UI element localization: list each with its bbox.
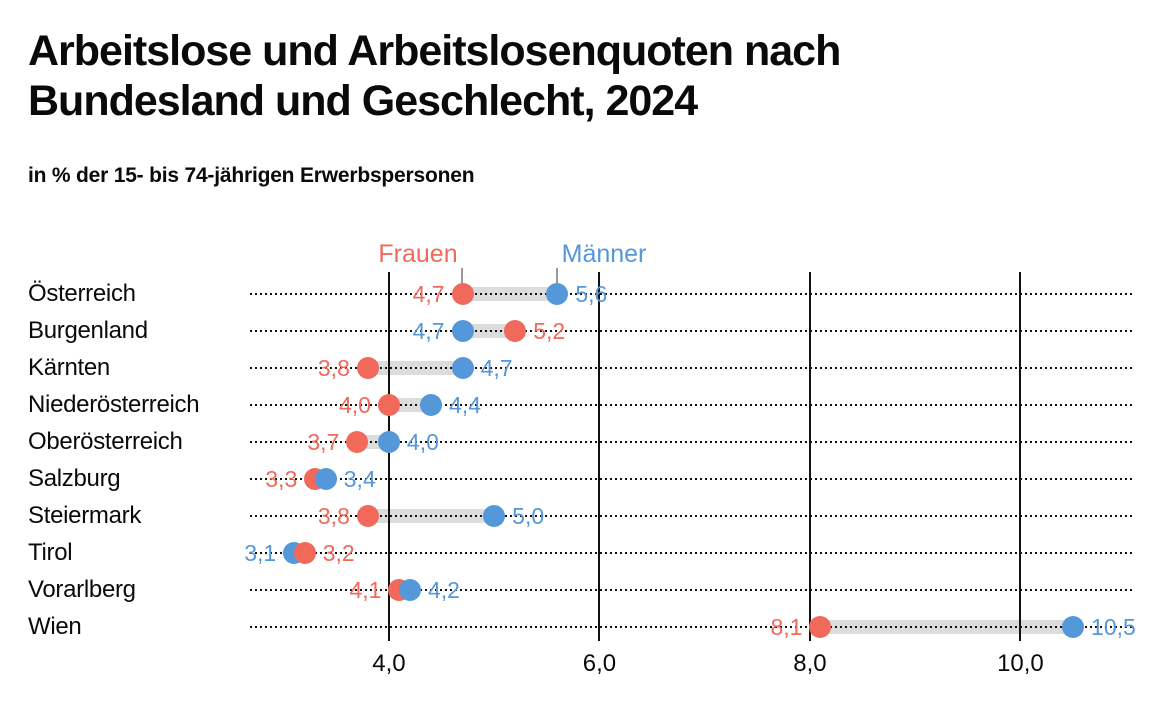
dot-frauen [356,505,379,527]
category-label: Österreich [28,280,136,307]
x-axis-tick-label: 6,0 [582,650,617,677]
category-label: Steiermark [28,502,142,529]
title-line-1: Arbeitslose und Arbeitslosenquoten nach [28,27,841,75]
dot-maenner [1062,616,1085,638]
value-label-maenner: 4,2 [427,577,460,603]
value-label-maenner: 3,4 [343,466,376,492]
row-dotted-line [250,367,1132,369]
category-label: Vorarlberg [28,576,136,603]
dot-frauen [809,616,832,638]
category-label: Burgenland [28,317,148,344]
value-label-frauen: 3,8 [317,503,350,529]
row-dotted-line [250,626,1132,628]
category-label: Salzburg [28,465,121,492]
dot-frauen [504,320,527,342]
category-label: Tirol [28,539,73,566]
value-label-frauen: 4,7 [412,281,445,307]
value-label-maenner: 4,7 [412,318,445,344]
grid-line [808,272,811,641]
dot-frauen [451,283,474,305]
value-label-frauen: 8,1 [770,614,803,640]
legend-label-frauen: Frauen [378,240,458,268]
category-label: Niederösterreich [28,391,200,418]
value-label-frauen: 3,3 [265,466,298,492]
value-label-frauen: 4,0 [338,392,371,418]
chart-subtitle: in % der 15- bis 74-jährigen Erwerbspers… [28,164,475,187]
dot-maenner [483,505,506,527]
value-label-frauen: 4,1 [349,577,382,603]
x-axis-tick-label: 4,0 [372,650,406,677]
legend-leader-tick-frauen [461,268,463,287]
row-dotted-line [250,552,1132,554]
value-label-frauen: 5,2 [533,318,566,344]
dot-frauen [293,542,316,564]
value-label-maenner: 4,7 [480,355,513,381]
value-label-frauen: 3,2 [322,540,355,566]
value-label-maenner: 4,4 [449,392,481,418]
value-label-maenner: 10,5 [1091,614,1136,640]
page-title: Arbeitslose und Arbeitslosenquoten nach … [28,26,841,127]
dot-frauen [377,394,400,416]
row-dotted-line [250,293,1132,295]
grid-line [598,272,601,641]
dot-maenner [398,579,421,601]
dot-maenner [451,357,474,379]
dot-maenner [420,394,443,416]
row-dotted-line [250,441,1132,443]
value-label-maenner: 5,0 [512,503,545,529]
row-dotted-line [250,404,1132,406]
dot-maenner [546,283,569,305]
x-axis-tick-label: 8,0 [793,650,827,677]
category-label: Kärnten [28,354,110,381]
x-axis-tick-label: 10,0 [997,650,1044,677]
row-dotted-line [250,515,1132,517]
category-label: Wien [28,613,82,640]
row-dotted-line [250,589,1132,591]
category-label: Oberösterreich [28,428,183,455]
legend-leader-tick-maenner [556,268,558,287]
title-line-2: Bundesland und Geschlecht, 2024 [28,77,698,126]
row-dotted-line [250,330,1132,332]
dot-maenner [451,320,474,342]
value-label-frauen: 3,7 [307,429,340,455]
grid-line [387,272,390,641]
grid-line [1019,272,1022,641]
legend-label-maenner: Männer [561,240,647,268]
value-label-maenner: 3,1 [244,540,277,566]
dot-frauen [346,431,369,453]
value-label-maenner: 4,0 [406,429,439,455]
row-dotted-line [250,478,1132,480]
dot-maenner [377,431,400,453]
dot-frauen [356,357,379,379]
dot-maenner [314,468,337,490]
value-label-maenner: 5,6 [575,281,608,307]
value-label-frauen: 3,8 [317,355,350,381]
